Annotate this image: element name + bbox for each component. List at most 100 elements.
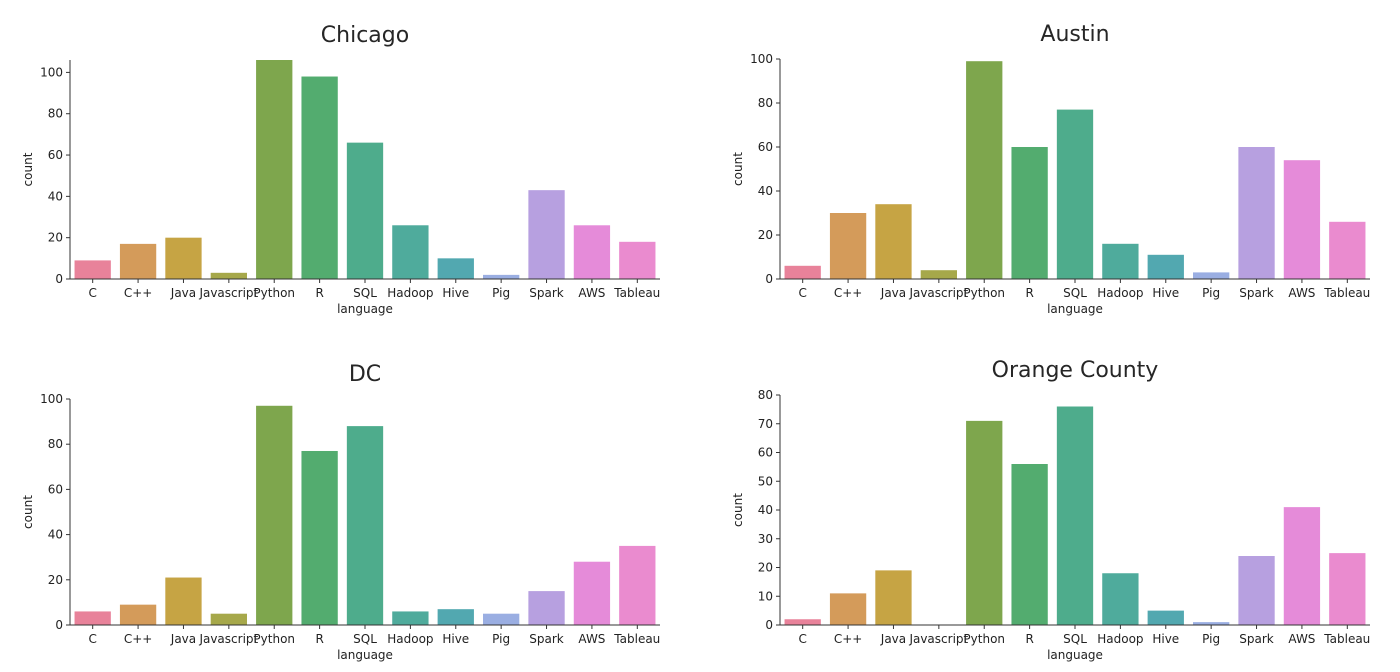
- x-tick-label: C++: [124, 632, 153, 646]
- x-tick-label: Hive: [442, 286, 469, 300]
- x-tick-label: C: [88, 286, 96, 300]
- y-tick-label: 50: [758, 474, 773, 488]
- x-tick-label: Java: [170, 286, 196, 300]
- y-tick-label: 100: [40, 65, 63, 79]
- y-tick-label: 40: [758, 503, 773, 517]
- x-tick-label: R: [1025, 632, 1033, 646]
- x-tick-label: Pig: [492, 632, 510, 646]
- bar-r: [1011, 464, 1048, 625]
- bar-pig: [483, 274, 520, 279]
- bar-python: [966, 420, 1003, 625]
- x-tick-label: Python: [253, 632, 295, 646]
- y-tick-label: 60: [48, 482, 63, 496]
- bar-java: [875, 570, 912, 625]
- bar-java: [875, 204, 912, 279]
- x-tick-label: R: [1025, 286, 1033, 300]
- x-tick-label: Javascript: [198, 286, 258, 300]
- x-tick-label: Hive: [442, 632, 469, 646]
- bar-spark: [1238, 556, 1275, 625]
- x-tick-label: Tableau: [1323, 632, 1370, 646]
- x-tick-label: Spark: [529, 632, 564, 646]
- x-tick-label: C++: [834, 632, 863, 646]
- x-tick-label: Java: [880, 632, 906, 646]
- bar-pig: [1193, 272, 1230, 279]
- x-tick-label: AWS: [578, 632, 605, 646]
- y-tick-label: 40: [758, 184, 773, 198]
- y-axis-label: count: [731, 493, 745, 527]
- y-tick-label: 0: [765, 272, 773, 286]
- bar-tableau: [619, 545, 656, 625]
- x-tick-label: Javascript: [908, 632, 968, 646]
- x-tick-label: AWS: [1288, 286, 1315, 300]
- x-tick-label: C: [798, 632, 806, 646]
- y-tick-label: 10: [758, 589, 773, 603]
- x-tick-label: SQL: [1063, 286, 1087, 300]
- bar-spark: [1238, 147, 1275, 279]
- bar-hadoop: [392, 611, 429, 625]
- bar-pig: [1193, 622, 1230, 625]
- bar-sql: [346, 142, 384, 279]
- y-tick-label: 40: [48, 189, 63, 203]
- x-tick-label: Hive: [1152, 286, 1179, 300]
- bar-hadoop: [1102, 243, 1139, 279]
- x-tick-label: C++: [124, 286, 153, 300]
- y-axis-label: count: [21, 495, 35, 529]
- bar-java: [165, 577, 202, 625]
- x-tick-label: Spark: [1239, 286, 1274, 300]
- bar-java: [165, 237, 202, 279]
- bar-tableau: [1329, 553, 1366, 625]
- bar-python: [256, 405, 293, 625]
- y-tick-label: 80: [48, 107, 63, 121]
- bar-c-: [829, 213, 867, 279]
- x-axis-label: language: [1047, 648, 1103, 662]
- bar-hive: [437, 258, 474, 279]
- y-tick-label: 20: [758, 228, 773, 242]
- y-tick-label: 30: [758, 532, 773, 546]
- bar-aws: [573, 225, 611, 279]
- chart-panel-0: Chicago 0 20 40 60 80 100 C C++ Java JavascriptPyt…: [21, 23, 660, 316]
- y-tick-label: 100: [750, 52, 773, 66]
- x-tick-label: Hadoop: [1097, 632, 1143, 646]
- x-tick-label: R: [315, 632, 323, 646]
- y-tick-label: 60: [758, 446, 773, 460]
- chart-panel-3: Orange County 0 10 20 30 40 50 60 70 80 C C++ Java Ja…: [731, 358, 1370, 662]
- x-tick-label: Hadoop: [1097, 286, 1143, 300]
- bar-hadoop: [392, 225, 429, 279]
- bar-c: [784, 265, 821, 279]
- bar-aws: [1283, 160, 1321, 279]
- x-tick-label: Java: [880, 286, 906, 300]
- y-tick-label: 70: [758, 417, 773, 431]
- x-tick-label: Tableau: [613, 632, 660, 646]
- bar-python: [966, 61, 1003, 280]
- x-tick-label: Python: [963, 286, 1005, 300]
- bar-hive: [437, 609, 474, 625]
- x-tick-label: Javascript: [908, 286, 968, 300]
- y-tick-label: 100: [40, 392, 63, 406]
- bar-c-: [119, 604, 157, 625]
- y-tick-label: 20: [758, 561, 773, 575]
- bar-r: [301, 76, 338, 279]
- x-tick-label: C: [798, 286, 806, 300]
- bar-javascript: [920, 270, 957, 279]
- bar-sql: [1056, 406, 1094, 625]
- bar-spark: [528, 591, 565, 625]
- bar-r: [301, 450, 338, 625]
- x-tick-label: R: [315, 286, 323, 300]
- bar-c: [74, 260, 111, 279]
- x-tick-label: C: [88, 632, 96, 646]
- x-tick-label: Python: [253, 286, 295, 300]
- bar-c-: [829, 593, 867, 625]
- y-tick-label: 20: [48, 573, 63, 587]
- y-tick-label: 60: [48, 148, 63, 162]
- x-tick-label: Hive: [1152, 632, 1179, 646]
- x-tick-label: Python: [963, 632, 1005, 646]
- x-tick-label: SQL: [353, 286, 377, 300]
- y-tick-label: 40: [48, 528, 63, 542]
- x-tick-label: SQL: [353, 632, 377, 646]
- y-tick-label: 80: [758, 96, 773, 110]
- bar-aws: [1283, 507, 1321, 625]
- y-tick-label: 0: [765, 618, 773, 632]
- x-tick-label: Pig: [1202, 632, 1220, 646]
- bar-tableau: [1329, 221, 1366, 279]
